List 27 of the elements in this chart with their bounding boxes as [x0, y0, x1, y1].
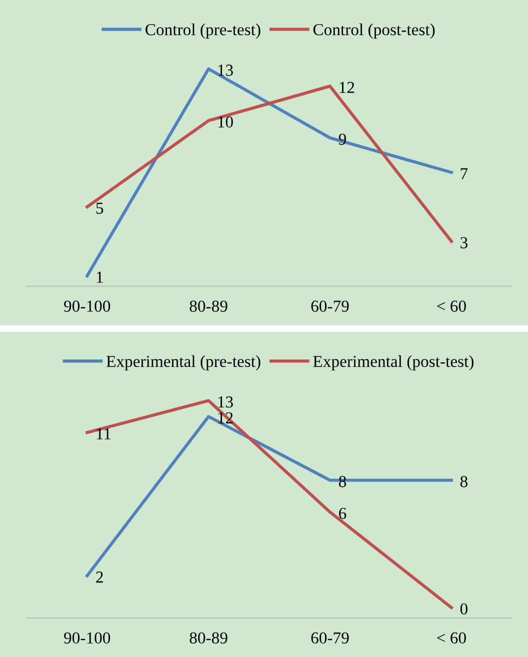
data-label: 7 [460, 168, 468, 180]
data-label: 8 [338, 476, 346, 488]
legend-label: Control (post-test) [313, 24, 435, 39]
x-tick-label: < 60 [437, 632, 466, 644]
legend-label: Experimental (post-test) [313, 355, 474, 370]
data-label: 10 [218, 116, 233, 128]
data-label: 2 [96, 572, 103, 583]
legend-label: Control (pre-test) [146, 24, 260, 39]
x-tick-label: 60-79 [311, 300, 349, 312]
x-tick-label: 80-89 [190, 300, 228, 312]
data-label: 13 [218, 64, 233, 76]
x-tick-label: 80-89 [190, 632, 228, 644]
data-label: 11 [96, 428, 110, 440]
data-label: 0 [460, 603, 468, 615]
data-label: 13 [218, 396, 233, 408]
legend-label: Experimental (pre-test) [106, 355, 260, 370]
x-tick-label: 90-100 [64, 632, 110, 644]
x-tick-label: 60-79 [311, 632, 349, 644]
data-label: 9 [338, 134, 346, 145]
data-label: 8 [460, 476, 468, 488]
data-label: 5 [96, 202, 104, 214]
data-label: 1 [96, 272, 103, 283]
x-tick-label: 90-100 [64, 300, 110, 312]
x-tick-label: < 60 [437, 300, 466, 312]
data-label: 6 [339, 508, 346, 520]
data-label: 3 [460, 237, 468, 248]
data-label: 12 [340, 82, 354, 93]
